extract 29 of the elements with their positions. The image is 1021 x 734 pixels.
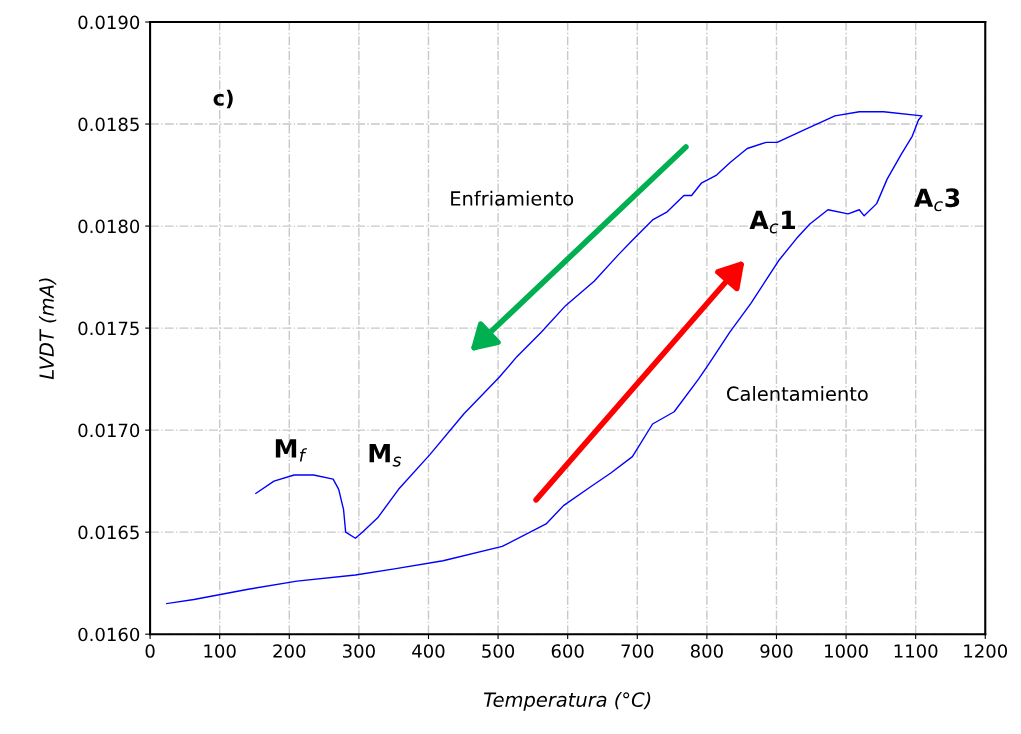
x-tick-label: 900: [760, 644, 793, 658]
y-tick-label: 0.0170: [78, 423, 140, 438]
annotation: M$_{s}$: [369, 444, 402, 467]
x-tick-label: 0: [145, 644, 155, 658]
x-tick-label: 600: [551, 644, 584, 658]
y-tick-label: 0.0165: [78, 525, 139, 540]
annotation: Enfriamiento: [451, 190, 574, 206]
y-tick-label: 0.0185: [78, 117, 139, 132]
x-tick-label: 200: [273, 644, 306, 658]
x-tick-label: 400: [412, 644, 445, 658]
x-tick-label: 100: [204, 644, 236, 658]
y-tick-label: 0.0180: [78, 219, 140, 234]
y-tick-label: 0.0160: [78, 627, 140, 642]
annotation: c): [213, 89, 233, 109]
annotation: M$_{f}$: [275, 439, 308, 462]
x-tick-label: 800: [690, 644, 723, 658]
y-tick-label: 0.0175: [78, 321, 139, 336]
x-tick-label: 1100: [894, 644, 938, 658]
annotation: Calentamiento: [727, 386, 868, 402]
annotation: A$_{c}$1: [749, 210, 795, 234]
x-tick-label: 500: [482, 644, 515, 658]
x-tick-label: 300: [343, 644, 375, 658]
x-tick-label: 1000: [825, 644, 868, 658]
y-tick-label: 0.0190: [78, 15, 140, 30]
x-tick-label: 700: [621, 644, 654, 658]
annotation: A$_{c}$3: [914, 188, 960, 212]
x-tick-label: 1200: [964, 644, 1008, 658]
y-axis-title: LVDT (mA): [38, 278, 57, 380]
x-axis-title: Temperatura (°C): [483, 691, 651, 711]
